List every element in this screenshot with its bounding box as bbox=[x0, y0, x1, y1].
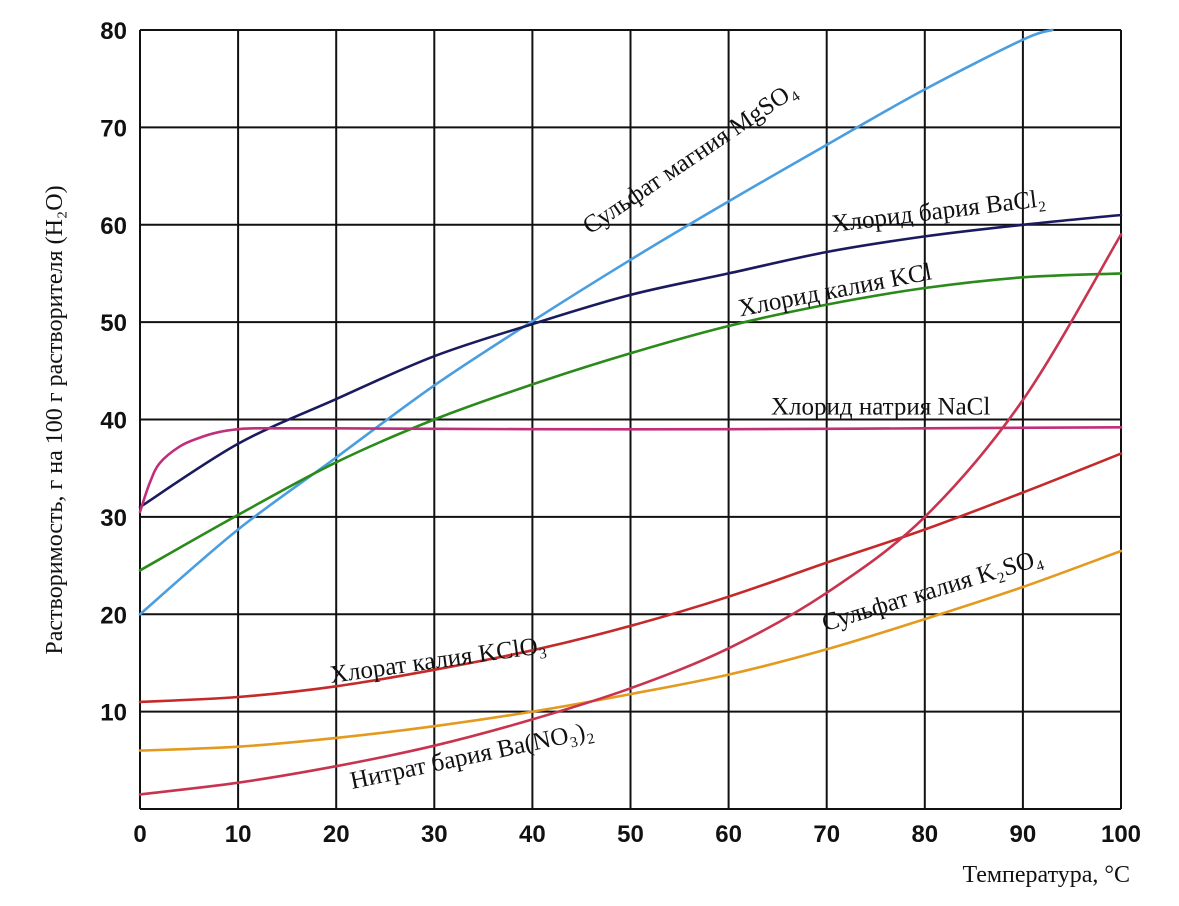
x-tick-label-2: 20 bbox=[323, 821, 350, 848]
y-tick-label-2: 30 bbox=[100, 505, 127, 532]
x-tick-label-4: 40 bbox=[519, 821, 546, 848]
x-tick-label-7: 70 bbox=[813, 821, 840, 848]
y-tick-label-3: 40 bbox=[100, 408, 127, 435]
series-line-1 bbox=[138, 213, 1123, 509]
y-tick-label-4: 50 bbox=[100, 310, 127, 337]
series-line-4 bbox=[138, 452, 1123, 704]
x-tick-label-9: 90 bbox=[1010, 821, 1037, 848]
y-tick-label-1: 20 bbox=[100, 602, 127, 629]
x-tick-label-0: 0 bbox=[133, 821, 146, 848]
x-tick-label-1: 10 bbox=[225, 821, 252, 848]
y-axis-title: Растворимость, г на 100 г растворителя (… bbox=[42, 185, 68, 654]
y-tick-label-7: 80 bbox=[100, 18, 127, 45]
x-tick-label-8: 80 bbox=[911, 821, 938, 848]
series-line-0 bbox=[138, 28, 1054, 616]
y-tick-label-5: 60 bbox=[100, 213, 127, 240]
y-tick-label-0: 10 bbox=[100, 700, 127, 727]
series-line-6 bbox=[138, 233, 1123, 796]
tick-labels: 0 10 20 30 40 50 60 70 80 90 100 10 20 30 40 50 60 70 80 bbox=[100, 18, 1141, 848]
series-line-3 bbox=[138, 426, 1123, 514]
x-tick-label-10: 100 bbox=[1101, 821, 1141, 848]
x-tick-label-5: 50 bbox=[617, 821, 644, 848]
x-tick-label-3: 30 bbox=[421, 821, 448, 848]
curve-label-3: Хлорид натрия NaCl bbox=[771, 394, 990, 421]
series-line-5 bbox=[138, 549, 1123, 752]
x-axis-title: Температура, °С bbox=[962, 862, 1130, 888]
grid bbox=[139, 29, 1122, 810]
series-layer bbox=[138, 28, 1123, 796]
y-tick-label-6: 70 bbox=[100, 115, 127, 142]
series-line-2 bbox=[138, 272, 1123, 572]
x-tick-label-6: 60 bbox=[715, 821, 742, 848]
